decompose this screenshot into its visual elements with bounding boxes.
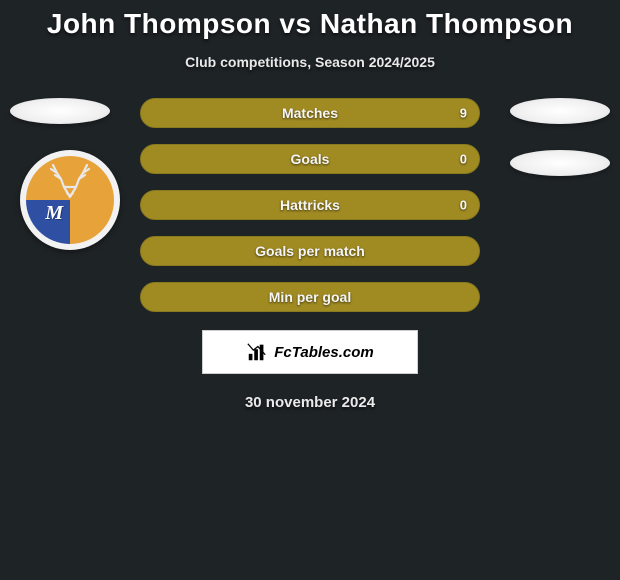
club-badge-inner: M [26,156,114,244]
stat-bar: Matches 9 [140,98,480,128]
brand-box: FcTables.com [202,330,418,374]
stat-label: Goals [291,151,330,167]
stat-bar: Goals per match [140,236,480,266]
content-area: M Matches 9 Goals 0 Hattricks 0 Goals per matc… [0,98,620,411]
stag-icon [47,163,93,199]
badge-bottom-half [26,200,114,244]
bar-chart-icon [246,341,268,363]
stat-value: 9 [460,106,467,121]
stat-label: Goals per match [255,243,365,259]
badge-bottom-right [70,200,114,244]
comparison-title: John Thompson vs Nathan Thompson [0,0,620,40]
stat-bar: Goals 0 [140,144,480,174]
stat-value: 0 [460,152,467,167]
right-player-ellipse-1 [510,98,610,124]
brand-text: FcTables.com [274,344,373,361]
left-player-ellipse [10,98,110,124]
club-badge: M [20,150,120,250]
stat-bar: Min per goal [140,282,480,312]
stat-label: Min per goal [269,289,351,305]
badge-letter: M [45,202,63,225]
stat-label: Hattricks [280,197,340,213]
stat-value: 0 [460,198,467,213]
snapshot-date: 30 november 2024 [0,394,620,411]
stat-label: Matches [282,105,338,121]
season-subtitle: Club competitions, Season 2024/2025 [0,54,620,70]
right-player-ellipse-2 [510,150,610,176]
stat-bar: Hattricks 0 [140,190,480,220]
stat-bars: Matches 9 Goals 0 Hattricks 0 Goals per match M… [140,98,480,312]
